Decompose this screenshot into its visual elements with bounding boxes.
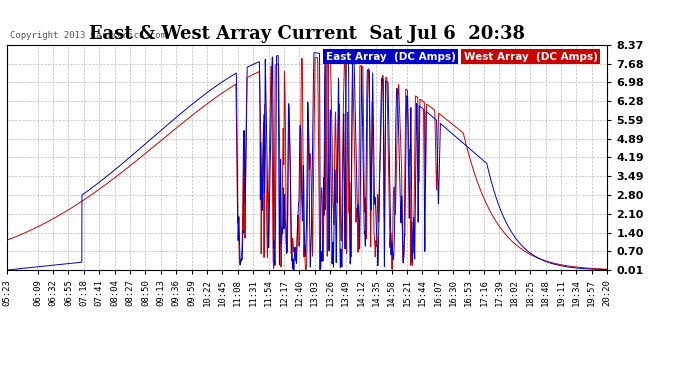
Text: Copyright 2013 Cartronics.com: Copyright 2013 Cartronics.com xyxy=(10,32,166,40)
Text: East Array  (DC Amps): East Array (DC Amps) xyxy=(326,52,455,62)
Text: West Array  (DC Amps): West Array (DC Amps) xyxy=(464,52,598,62)
Title: East & West Array Current  Sat Jul 6  20:38: East & West Array Current Sat Jul 6 20:3… xyxy=(89,26,525,44)
